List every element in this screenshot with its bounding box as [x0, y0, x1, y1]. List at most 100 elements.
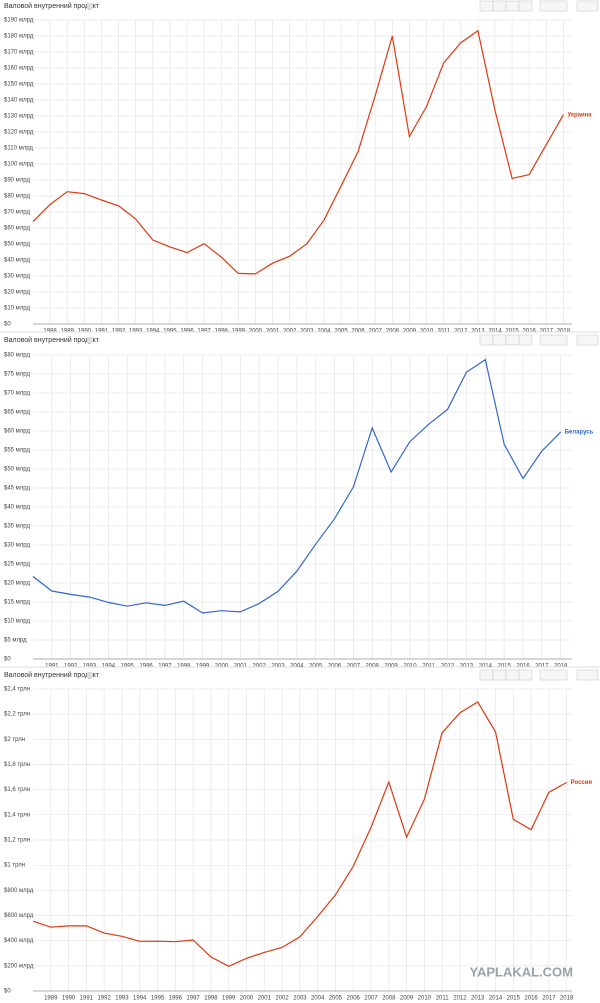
- y-tick-label: $10 млрд: [4, 306, 31, 312]
- y-tick-label: $90 млрд: [4, 178, 31, 184]
- x-tick-label: 2015: [507, 996, 521, 1002]
- view-button[interactable]: [492, 0, 507, 12]
- y-tick-label: $70 млрд: [4, 210, 31, 216]
- y-tick-label: $800 млрд: [4, 888, 34, 894]
- y-tick-label: $70 млрд: [4, 391, 31, 397]
- view-button[interactable]: [505, 0, 520, 12]
- x-tick-label: 2006: [347, 996, 361, 1002]
- y-tick-label: $5 млрд: [4, 638, 27, 644]
- y-tick-label: $0: [4, 657, 11, 663]
- view-button[interactable]: [479, 0, 494, 12]
- x-tick-label: 2005: [329, 996, 343, 1002]
- y-tick-label: $10 млрд: [4, 619, 31, 625]
- y-tick-label: $40 млрд: [4, 505, 31, 511]
- y-tick-label: $100 млрд: [4, 162, 34, 168]
- link-button[interactable]: [576, 334, 599, 346]
- y-tick-label: $110 млрд: [4, 146, 33, 152]
- view-button[interactable]: [479, 334, 494, 346]
- y-tick-label: $120 млрд: [4, 130, 34, 136]
- y-tick-label: $200 млрд: [4, 963, 34, 969]
- y-tick-label: $40 млрд: [4, 258, 31, 264]
- y-tick-label: $160 млрд: [4, 66, 34, 72]
- x-tick-label: 1990: [62, 996, 76, 1002]
- x-tick-label: 1992: [97, 996, 111, 1002]
- y-tick-label: $20 млрд: [4, 581, 31, 587]
- y-tick-label: $1,4 трлн: [4, 812, 30, 818]
- view-button[interactable]: [479, 669, 494, 681]
- y-tick-label: $35 млрд: [4, 524, 31, 530]
- y-tick-label: $1,8 трлн: [4, 762, 30, 768]
- y-tick-label: $65 млрд: [4, 410, 31, 416]
- y-tick-label: $180 млрд: [4, 34, 34, 40]
- y-tick-label: $30 млрд: [4, 274, 31, 280]
- y-tick-label: $80 млрд: [4, 194, 31, 200]
- x-tick-label: 1998: [204, 996, 218, 1002]
- help-icon: [87, 3, 93, 9]
- y-tick-label: $20 млрд: [4, 290, 31, 296]
- y-tick-label: $75 млрд: [4, 372, 31, 378]
- x-tick-label: 2007: [364, 996, 378, 1002]
- y-tick-label: $400 млрд: [4, 938, 34, 944]
- x-tick-label: 2014: [489, 996, 503, 1002]
- x-tick-label: 2018: [560, 996, 574, 1002]
- x-tick-label: 2003: [293, 996, 307, 1002]
- x-tick-label: 2000: [240, 996, 254, 1002]
- y-tick-label: $140 млрд: [4, 98, 34, 104]
- y-tick-label: $2,4 трлн: [4, 687, 30, 693]
- series-line: [32, 701, 567, 967]
- y-tick-label: $2,2 трлн: [4, 712, 30, 718]
- view-button[interactable]: [492, 669, 507, 681]
- view-button[interactable]: [518, 0, 533, 12]
- y-tick-label: $600 млрд: [4, 913, 34, 919]
- series-label: Украина: [567, 112, 592, 118]
- view-button[interactable]: [518, 334, 533, 346]
- x-tick-label: 1991: [80, 996, 94, 1002]
- y-tick-label: $1,2 трлн: [4, 838, 30, 844]
- y-tick-label: $130 млрд: [4, 114, 34, 120]
- x-tick-label: 2001: [258, 996, 272, 1002]
- x-tick-label: 1999: [222, 996, 236, 1002]
- y-tick-label: $150 млрд: [4, 82, 34, 88]
- link-button[interactable]: [576, 669, 599, 681]
- x-tick-label: 1997: [186, 996, 200, 1002]
- watermark: YAPLAKAL.COM: [469, 964, 573, 979]
- x-tick-label: 1995: [151, 996, 165, 1002]
- y-tick-label: $1 трлн: [4, 863, 25, 869]
- x-tick-label: 2002: [275, 996, 289, 1002]
- x-tick-label: 2010: [418, 996, 432, 1002]
- y-tick-label: $25 млрд: [4, 562, 31, 568]
- settings-button[interactable]: [539, 669, 568, 681]
- y-tick-label: $80 млрд: [4, 353, 31, 359]
- y-tick-label: $50 млрд: [4, 467, 31, 473]
- y-tick-label: $55 млрд: [4, 448, 31, 454]
- x-tick-label: 1989: [44, 996, 58, 1002]
- y-tick-label: $15 млрд: [4, 600, 31, 606]
- settings-button[interactable]: [539, 334, 568, 346]
- y-tick-label: $1,6 трлн: [4, 787, 30, 793]
- x-tick-label: 1994: [133, 996, 147, 1002]
- series-label: Россия: [571, 780, 593, 786]
- series-line: [32, 29, 564, 275]
- help-icon: [87, 672, 93, 678]
- y-tick-label: $190 млрд: [4, 18, 34, 24]
- x-tick-label: 2013: [471, 996, 485, 1002]
- series-line: [32, 358, 562, 614]
- x-tick-label: 2009: [400, 996, 414, 1002]
- chart-title: Валовой внутренний продукт: [4, 2, 100, 10]
- x-tick-label: 2004: [311, 996, 325, 1002]
- x-tick-label: 1993: [115, 996, 129, 1002]
- y-tick-label: $0: [4, 322, 11, 328]
- view-button[interactable]: [518, 669, 533, 681]
- x-tick-label: 2016: [524, 996, 538, 1002]
- view-button[interactable]: [505, 334, 520, 346]
- series-label: Беларусь: [565, 430, 594, 436]
- x-tick-label: 2011: [436, 996, 450, 1002]
- view-button[interactable]: [492, 334, 507, 346]
- link-button[interactable]: [576, 0, 599, 12]
- y-tick-label: $60 млрд: [4, 226, 31, 232]
- view-button[interactable]: [505, 669, 520, 681]
- chart-title: Валовой внутренний продукт: [4, 336, 100, 344]
- settings-button[interactable]: [539, 0, 568, 12]
